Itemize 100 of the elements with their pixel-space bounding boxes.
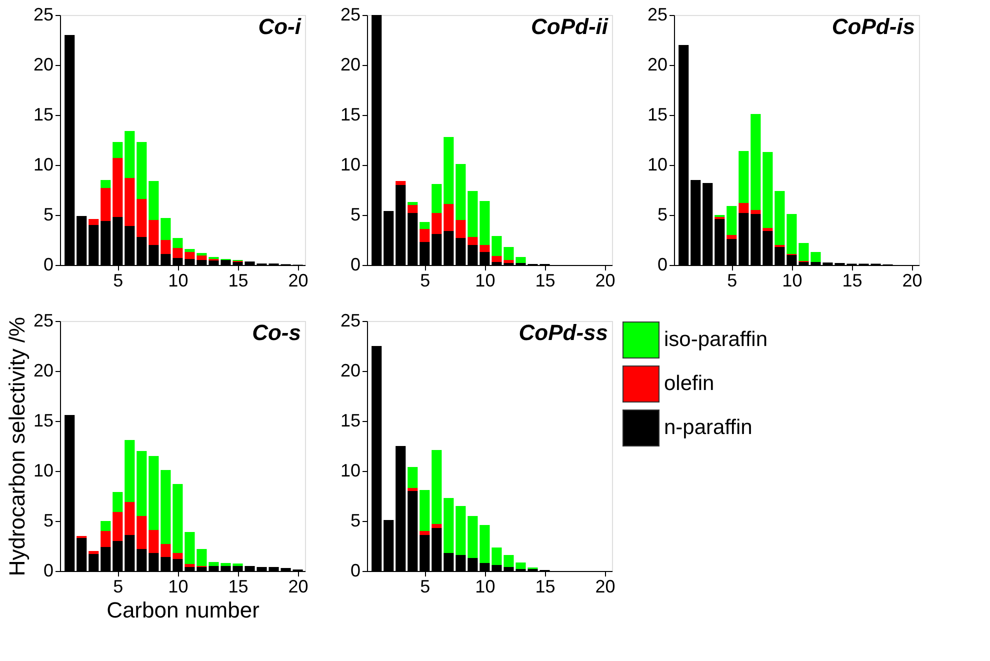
bar: [432, 450, 442, 524]
y-tick-label: 25: [33, 310, 54, 330]
x-tick-label: 15: [842, 270, 862, 290]
bar: [408, 467, 418, 488]
bar: [112, 142, 123, 158]
y-tick-label: 5: [350, 510, 360, 530]
x-tick-label: 5: [113, 270, 124, 290]
bar: [172, 484, 183, 553]
bar: [444, 204, 454, 231]
y-tick-label: 0: [43, 254, 54, 274]
bar: [432, 184, 442, 213]
bar: [420, 222, 430, 229]
x-axis-title: Carbon number: [106, 598, 260, 622]
bar: [172, 248, 183, 258]
bar: [726, 235, 737, 239]
y-tick-label: 15: [33, 410, 54, 430]
x-tick-label: 20: [595, 270, 616, 290]
x-tick-label: 5: [113, 576, 124, 596]
y-tick-label: 10: [33, 154, 54, 174]
bar: [136, 451, 147, 516]
bar: [112, 158, 123, 217]
bar: [432, 213, 442, 234]
bar: [100, 531, 111, 547]
y-tick-label: 0: [350, 254, 360, 274]
bar: [738, 203, 749, 213]
bar: [112, 512, 123, 541]
bar: [396, 181, 406, 185]
x-tick-label: 20: [288, 270, 308, 290]
y-tick-label: 10: [340, 154, 360, 174]
bar: [468, 237, 478, 245]
y-tick-label: 15: [340, 410, 360, 430]
y-tick-label: 10: [33, 460, 54, 480]
bar: [160, 470, 171, 544]
bar: [136, 199, 147, 237]
y-tick-label: 0: [43, 560, 54, 580]
y-tick-label: 20: [340, 360, 360, 380]
bar: [432, 524, 442, 528]
bar: [420, 229, 430, 242]
y-tick-label: 25: [340, 4, 360, 24]
y-tick-label: 5: [657, 204, 668, 224]
bar: [456, 220, 466, 238]
bar: [160, 240, 171, 254]
bar: [124, 178, 135, 226]
y-tick-label: 15: [340, 104, 360, 124]
chart-title: CoPd-ss: [518, 320, 608, 345]
y-tick-label: 5: [43, 204, 54, 224]
chart-title: CoPd-ii: [531, 14, 609, 39]
bar: [148, 181, 159, 220]
bar: [172, 553, 183, 559]
bar: [456, 164, 466, 220]
y-tick-label: 0: [657, 254, 668, 274]
bar: [124, 440, 135, 502]
legend-label: n-paraffin: [664, 416, 752, 439]
bar: [408, 488, 418, 491]
bar: [726, 206, 737, 235]
bar: [750, 114, 761, 210]
x-tick-label: 15: [228, 270, 248, 290]
x-tick-label: 5: [420, 576, 430, 596]
bar: [408, 205, 418, 213]
y-tick-label: 5: [350, 204, 360, 224]
bar: [444, 498, 454, 553]
y-tick-label: 25: [647, 4, 668, 24]
x-tick-label: 5: [420, 270, 430, 290]
bar: [100, 521, 111, 531]
x-tick-label: 20: [595, 576, 616, 596]
x-tick-label: 10: [475, 270, 496, 290]
y-tick-label: 10: [340, 460, 360, 480]
bar: [762, 152, 773, 228]
bar: [172, 238, 183, 248]
y-tick-label: 5: [43, 510, 54, 530]
bar: [148, 456, 159, 530]
y-tick-label: 10: [647, 154, 668, 174]
bar: [786, 214, 797, 254]
bar: [88, 219, 99, 225]
y-tick-label: 25: [340, 310, 360, 330]
x-tick-label: 20: [288, 576, 308, 596]
bar: [184, 249, 195, 252]
bar: [750, 210, 761, 214]
y-tick-label: 20: [647, 54, 668, 74]
bar: [468, 191, 478, 237]
x-tick-label: 20: [902, 270, 922, 290]
chart-title: Co-s: [252, 320, 301, 345]
x-tick-label: 10: [475, 576, 496, 596]
bar: [738, 151, 749, 203]
chart-title: CoPd-is: [832, 14, 915, 39]
bar: [160, 544, 171, 557]
bar: [480, 245, 490, 252]
bar: [456, 506, 466, 555]
y-tick-label: 25: [33, 4, 54, 24]
y-axis-title: Hydrocarbon selectivity /%: [4, 316, 30, 576]
y-tick-label: 20: [33, 54, 54, 74]
y-tick-label: 20: [340, 54, 360, 74]
y-tick-label: 15: [647, 104, 668, 124]
bar: [468, 516, 478, 558]
bar: [148, 530, 159, 553]
x-tick-label: 15: [228, 576, 248, 596]
x-tick-label: 10: [168, 270, 188, 290]
x-tick-label: 15: [535, 270, 556, 290]
bar: [774, 191, 785, 245]
y-tick-label: 15: [33, 104, 54, 124]
